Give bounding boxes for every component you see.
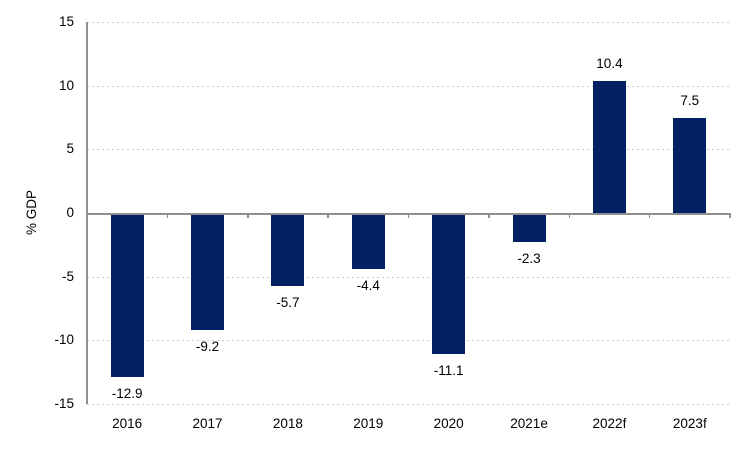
y-tick-label: -5: [61, 268, 74, 284]
bar-2020: [432, 213, 466, 355]
value-label: -11.1: [433, 363, 464, 379]
bar-2022f: [592, 80, 626, 213]
y-tick-label: -10: [54, 332, 74, 348]
value-label: 10.4: [596, 55, 623, 71]
x-axis-label: 2023f: [672, 416, 707, 431]
bar-2017: [191, 213, 225, 331]
x-tick: [407, 213, 410, 218]
x-axis-label: 2017: [192, 416, 223, 431]
bar-2023f: [673, 117, 707, 213]
y-tick-label: -15: [54, 396, 74, 411]
x-tick: [166, 213, 169, 218]
x-tick: [327, 213, 329, 218]
gridline: [87, 149, 730, 151]
bar-2016: [110, 213, 144, 378]
y-tick-label: 15: [58, 14, 74, 29]
value-label: 7.5: [680, 92, 700, 108]
gridline: [87, 340, 730, 342]
x-axis-label: 2018: [272, 416, 303, 431]
x-tick: [488, 213, 490, 218]
gridline: [87, 22, 730, 23]
y-tick-label: 10: [58, 77, 74, 93]
value-label: -5.7: [276, 294, 300, 310]
x-tick: [568, 213, 570, 218]
plot-area: -12.9 -9.2 -5.7 -4.4 -11.1 -2.3 10.4 7.5: [86, 22, 731, 405]
x-axis-label: 2016: [112, 416, 143, 431]
gridline: [87, 85, 730, 87]
gridline: [87, 276, 730, 278]
bar-2021e: [512, 213, 546, 243]
value-label: -9.2: [195, 339, 220, 355]
y-tick-label: 0: [66, 205, 74, 220]
x-tick: [648, 213, 651, 218]
bar-2019: [351, 213, 385, 270]
value-label: -2.3: [517, 251, 541, 267]
value-label: -4.4: [356, 278, 380, 294]
x-axis-label: 2020: [433, 416, 464, 431]
x-axis-label: 2019: [353, 416, 384, 431]
x-tick: [247, 213, 249, 218]
x-axis-label: 2022f: [592, 416, 627, 431]
value-label: -12.9: [111, 386, 143, 402]
y-tick-label: 5: [66, 141, 74, 157]
x-tick: [729, 213, 731, 218]
gridline: [87, 404, 730, 405]
x-axis-label: 2021e: [510, 416, 548, 431]
bar-2018: [271, 213, 305, 286]
